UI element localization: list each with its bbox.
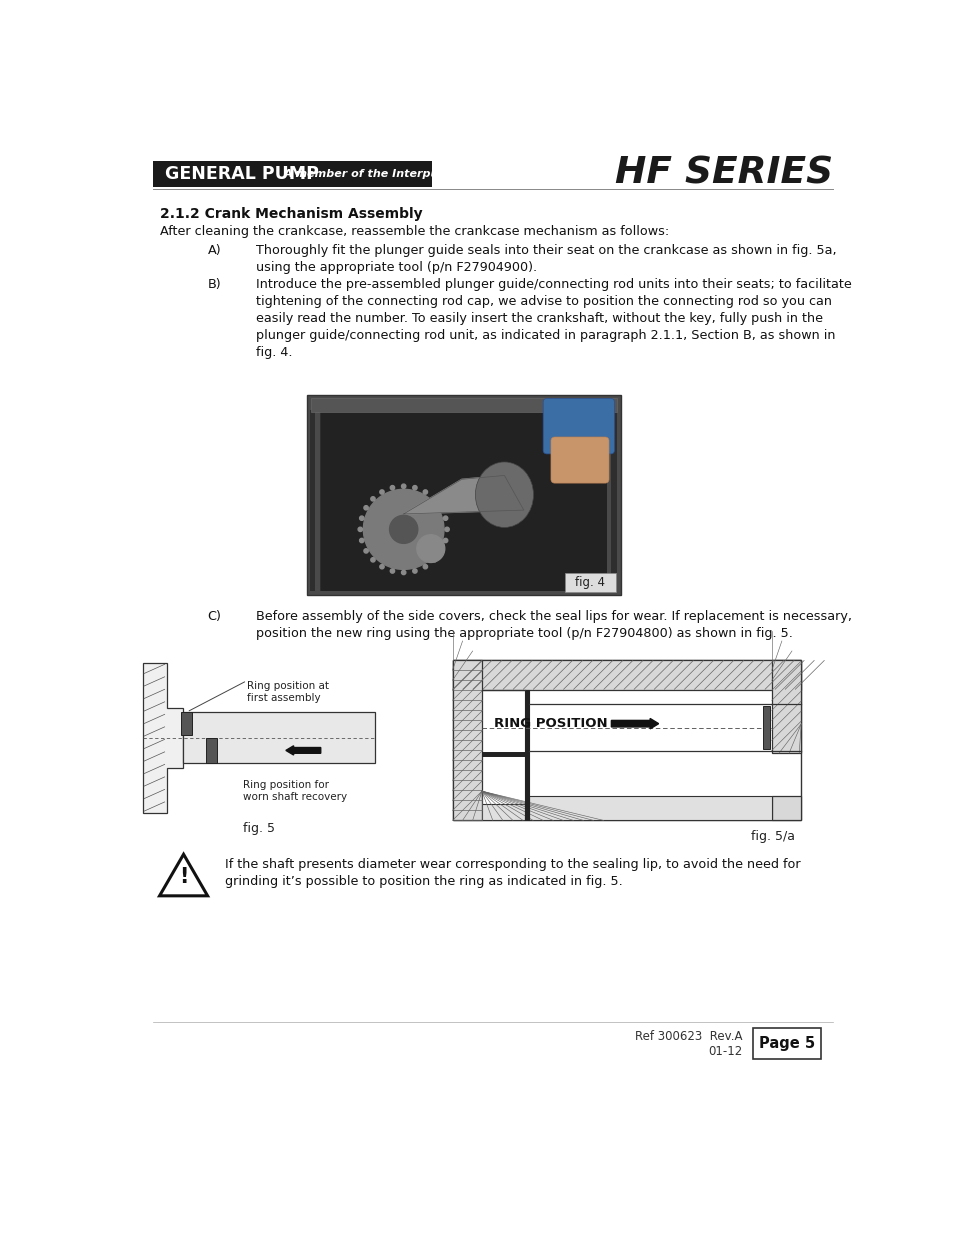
Bar [350, 410, 355, 592]
Bar [206, 737, 216, 763]
Circle shape [423, 490, 427, 494]
Text: RING POSITION: RING POSITION [493, 718, 606, 730]
Bar [340, 410, 345, 592]
Bar [611, 410, 617, 592]
Circle shape [401, 571, 405, 574]
Circle shape [371, 496, 375, 501]
Bar [571, 410, 576, 592]
Bar [560, 410, 566, 592]
Text: HF SERIES: HF SERIES [615, 156, 832, 191]
Text: 2.1.2 Crank Mechanism Assembly: 2.1.2 Crank Mechanism Assembly [159, 207, 422, 221]
Bar [771, 797, 801, 820]
Bar [481, 804, 524, 820]
Bar [183, 713, 375, 763]
Circle shape [413, 485, 416, 490]
Circle shape [432, 496, 436, 501]
Bar [452, 661, 801, 820]
Text: Before assembly of the side covers, check the seal lips for wear. If replacement: Before assembly of the side covers, chec… [256, 610, 852, 640]
Circle shape [443, 538, 447, 542]
Bar [330, 410, 335, 592]
Bar [452, 661, 481, 820]
Circle shape [379, 490, 384, 494]
Bar [181, 713, 192, 735]
Bar [564, 573, 616, 592]
Circle shape [363, 505, 368, 510]
Circle shape [363, 489, 443, 569]
Ellipse shape [475, 462, 533, 527]
Bar [550, 410, 556, 592]
Bar [591, 410, 596, 592]
Bar [761, 706, 769, 750]
Circle shape [379, 564, 384, 569]
Bar [753, 1029, 821, 1060]
Circle shape [389, 515, 417, 543]
Text: Thoroughly fit the plunger guide seals into their seat on the crankcase as shown: Thoroughly fit the plunger guide seals i… [256, 245, 836, 274]
Text: If the shaft presents diameter wear corresponding to the sealing lip, to avoid t: If the shaft presents diameter wear corr… [225, 858, 801, 888]
Bar [360, 410, 365, 592]
Circle shape [432, 558, 436, 562]
Bar [370, 410, 375, 592]
Bar [771, 661, 801, 753]
Circle shape [390, 569, 395, 573]
FancyArrow shape [611, 719, 658, 729]
Bar [600, 410, 606, 592]
Text: Introduce the pre-assembled plunger guide/connecting rod units into their seats;: Introduce the pre-assembled plunger guid… [256, 278, 851, 358]
Bar [529, 797, 771, 820]
Text: After cleaning the crankcase, reassemble the crankcase mechanism as follows:: After cleaning the crankcase, reassemble… [159, 225, 668, 238]
Text: fig. 5: fig. 5 [242, 823, 274, 835]
Bar [481, 752, 529, 756]
Circle shape [438, 548, 443, 553]
Text: Page 5: Page 5 [758, 1036, 814, 1051]
Bar [524, 756, 529, 820]
FancyArrow shape [286, 746, 320, 755]
Bar [307, 395, 620, 595]
Circle shape [390, 485, 395, 490]
Circle shape [416, 535, 444, 562]
Text: fig. 5/a: fig. 5/a [750, 830, 794, 842]
Circle shape [357, 527, 362, 531]
Circle shape [423, 564, 427, 569]
Circle shape [413, 569, 416, 573]
Text: B): B) [208, 278, 221, 290]
FancyBboxPatch shape [542, 399, 614, 454]
Circle shape [444, 527, 449, 531]
Bar [311, 398, 617, 411]
Text: Ref 300623  Rev.A
01-12: Ref 300623 Rev.A 01-12 [634, 1030, 741, 1057]
FancyBboxPatch shape [550, 437, 608, 483]
Text: !: ! [179, 867, 188, 887]
Circle shape [363, 548, 368, 553]
Bar [580, 410, 586, 592]
Bar [380, 410, 385, 592]
Polygon shape [403, 475, 523, 514]
Bar [310, 410, 315, 592]
Circle shape [443, 516, 447, 520]
Circle shape [359, 516, 363, 520]
Bar [319, 410, 325, 592]
Text: C): C) [208, 610, 221, 624]
Circle shape [401, 484, 405, 488]
Bar [524, 689, 529, 756]
Text: Ring position at
first assembly: Ring position at first assembly [247, 680, 329, 703]
Text: GENERAL PUMP: GENERAL PUMP [165, 165, 318, 183]
Bar [320, 412, 606, 592]
Bar [153, 162, 432, 186]
Circle shape [359, 538, 363, 542]
Circle shape [438, 505, 443, 510]
Text: A member of the Interpump Group: A member of the Interpump Group [283, 169, 500, 179]
Bar [452, 661, 801, 689]
Text: fig. 4: fig. 4 [575, 576, 605, 589]
Circle shape [371, 558, 375, 562]
Text: Ring position for
worn shaft recovery: Ring position for worn shaft recovery [243, 779, 347, 802]
Polygon shape [142, 662, 183, 813]
Text: A): A) [208, 245, 221, 257]
